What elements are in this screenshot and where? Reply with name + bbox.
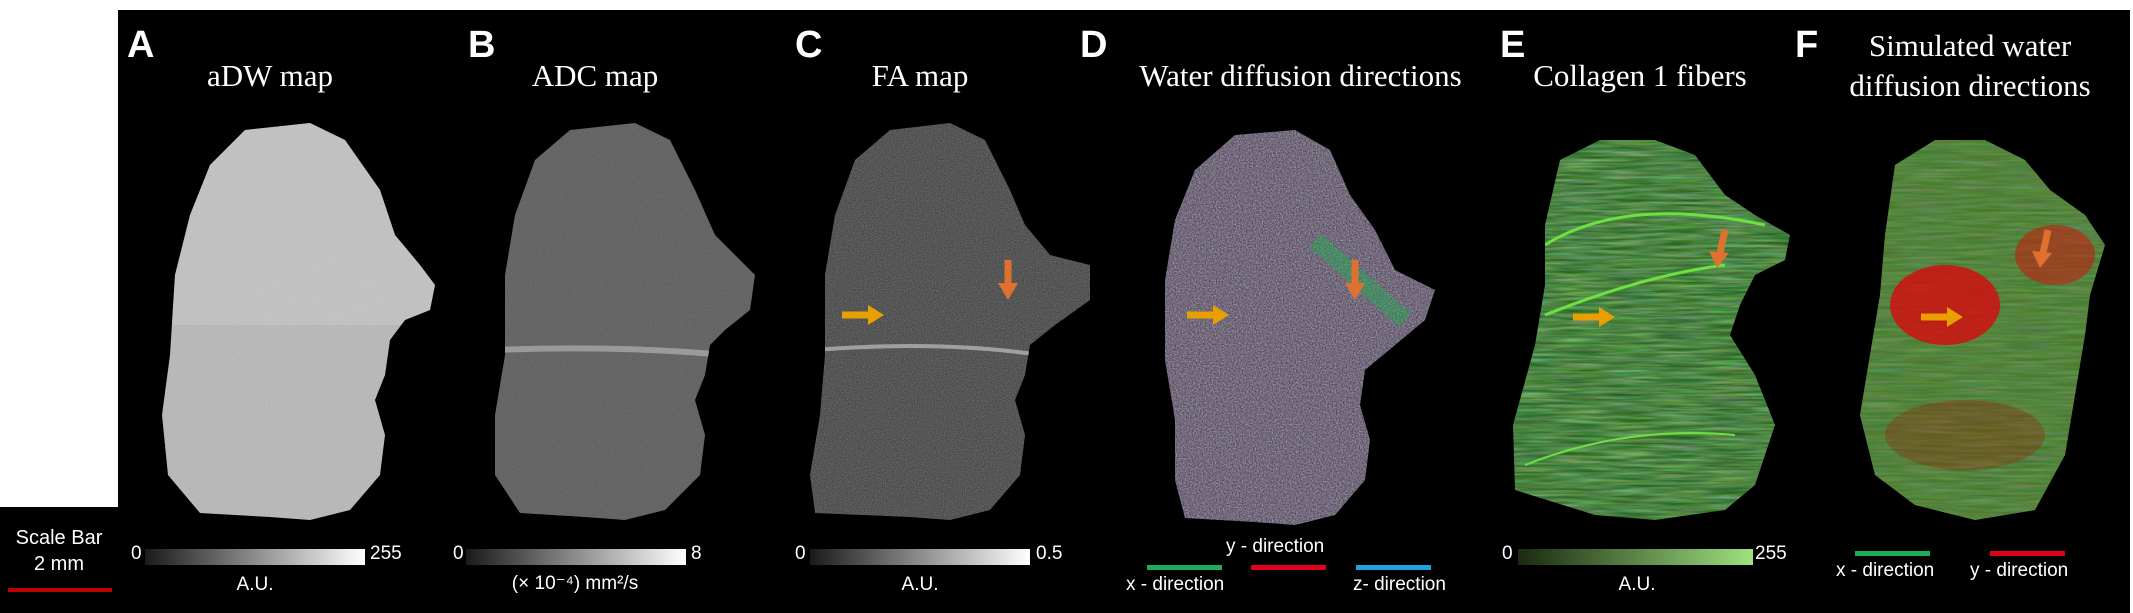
- panel-b-unit: (× 10⁻⁴) mm²/s: [511, 573, 639, 594]
- f-y-direction-line: [1990, 551, 2065, 556]
- panel-e-letter: E: [1500, 24, 1526, 66]
- panel-a-min: 0: [131, 543, 142, 564]
- y-direction-line: [1251, 565, 1326, 570]
- panel-f-x-label: x - direction: [1836, 560, 1935, 581]
- diffusion-direction-image: [1165, 130, 1435, 525]
- panel-d-x-label: x - direction: [1126, 574, 1225, 595]
- panel-d-title: Water diffusion directions: [1139, 58, 1462, 93]
- panel-f-y-label: y - direction: [1970, 560, 2069, 581]
- panel-c-title: FA map: [871, 58, 969, 93]
- panel-c-max: 0.5: [1036, 543, 1063, 564]
- fa-map-image: [810, 123, 1090, 520]
- panel-e-unit: A.U.: [1618, 574, 1656, 595]
- adc-colorbar: [466, 549, 686, 565]
- panel-f-letter: F: [1795, 24, 1819, 66]
- figure-background: [118, 10, 2130, 613]
- panel-b-min: 0: [453, 543, 464, 564]
- adw-colorbar: [145, 549, 365, 565]
- f-x-direction-line: [1855, 551, 1930, 556]
- panel-a-max: 255: [370, 543, 402, 564]
- panel-e-max: 255: [1755, 543, 1787, 564]
- scale-bar-length: 2 mm: [34, 553, 84, 575]
- panel-d-y-label: y - direction: [1226, 536, 1325, 557]
- panel-a-title: aDW map: [207, 58, 333, 93]
- scale-bar-box: [0, 507, 118, 613]
- panel-e-min: 0: [1502, 543, 1513, 564]
- scale-bar-line: [8, 588, 112, 592]
- panel-b-title: ADC map: [531, 58, 659, 93]
- scale-bar-label: Scale Bar: [15, 527, 103, 549]
- panel-c-min: 0: [795, 543, 806, 564]
- panel-b-max: 8: [691, 543, 702, 564]
- panel-a-unit: A.U.: [236, 574, 274, 595]
- simulated-diffusion-image: [1860, 140, 2105, 520]
- adc-map-image: [495, 123, 755, 520]
- panel-f-title-line1: Simulated water: [1868, 28, 2072, 63]
- panel-d-letter: D: [1080, 24, 1108, 66]
- fa-colorbar: [810, 549, 1030, 565]
- panel-a-letter: A: [127, 24, 155, 66]
- panel-c-unit: A.U.: [901, 574, 939, 595]
- panel-d-z-label: z- direction: [1353, 574, 1446, 595]
- adw-map-image: [162, 123, 435, 520]
- panel-c-letter: C: [795, 24, 823, 66]
- panel-b-letter: B: [468, 24, 496, 66]
- collagen-colorbar: [1518, 549, 1753, 565]
- panel-f-title-line2: diffusion directions: [1849, 68, 2091, 103]
- collagen-fibers-image: [1513, 140, 1790, 520]
- x-direction-line: [1147, 565, 1222, 570]
- panel-e-title: Collagen 1 fibers: [1533, 58, 1747, 93]
- z-direction-line: [1356, 565, 1431, 570]
